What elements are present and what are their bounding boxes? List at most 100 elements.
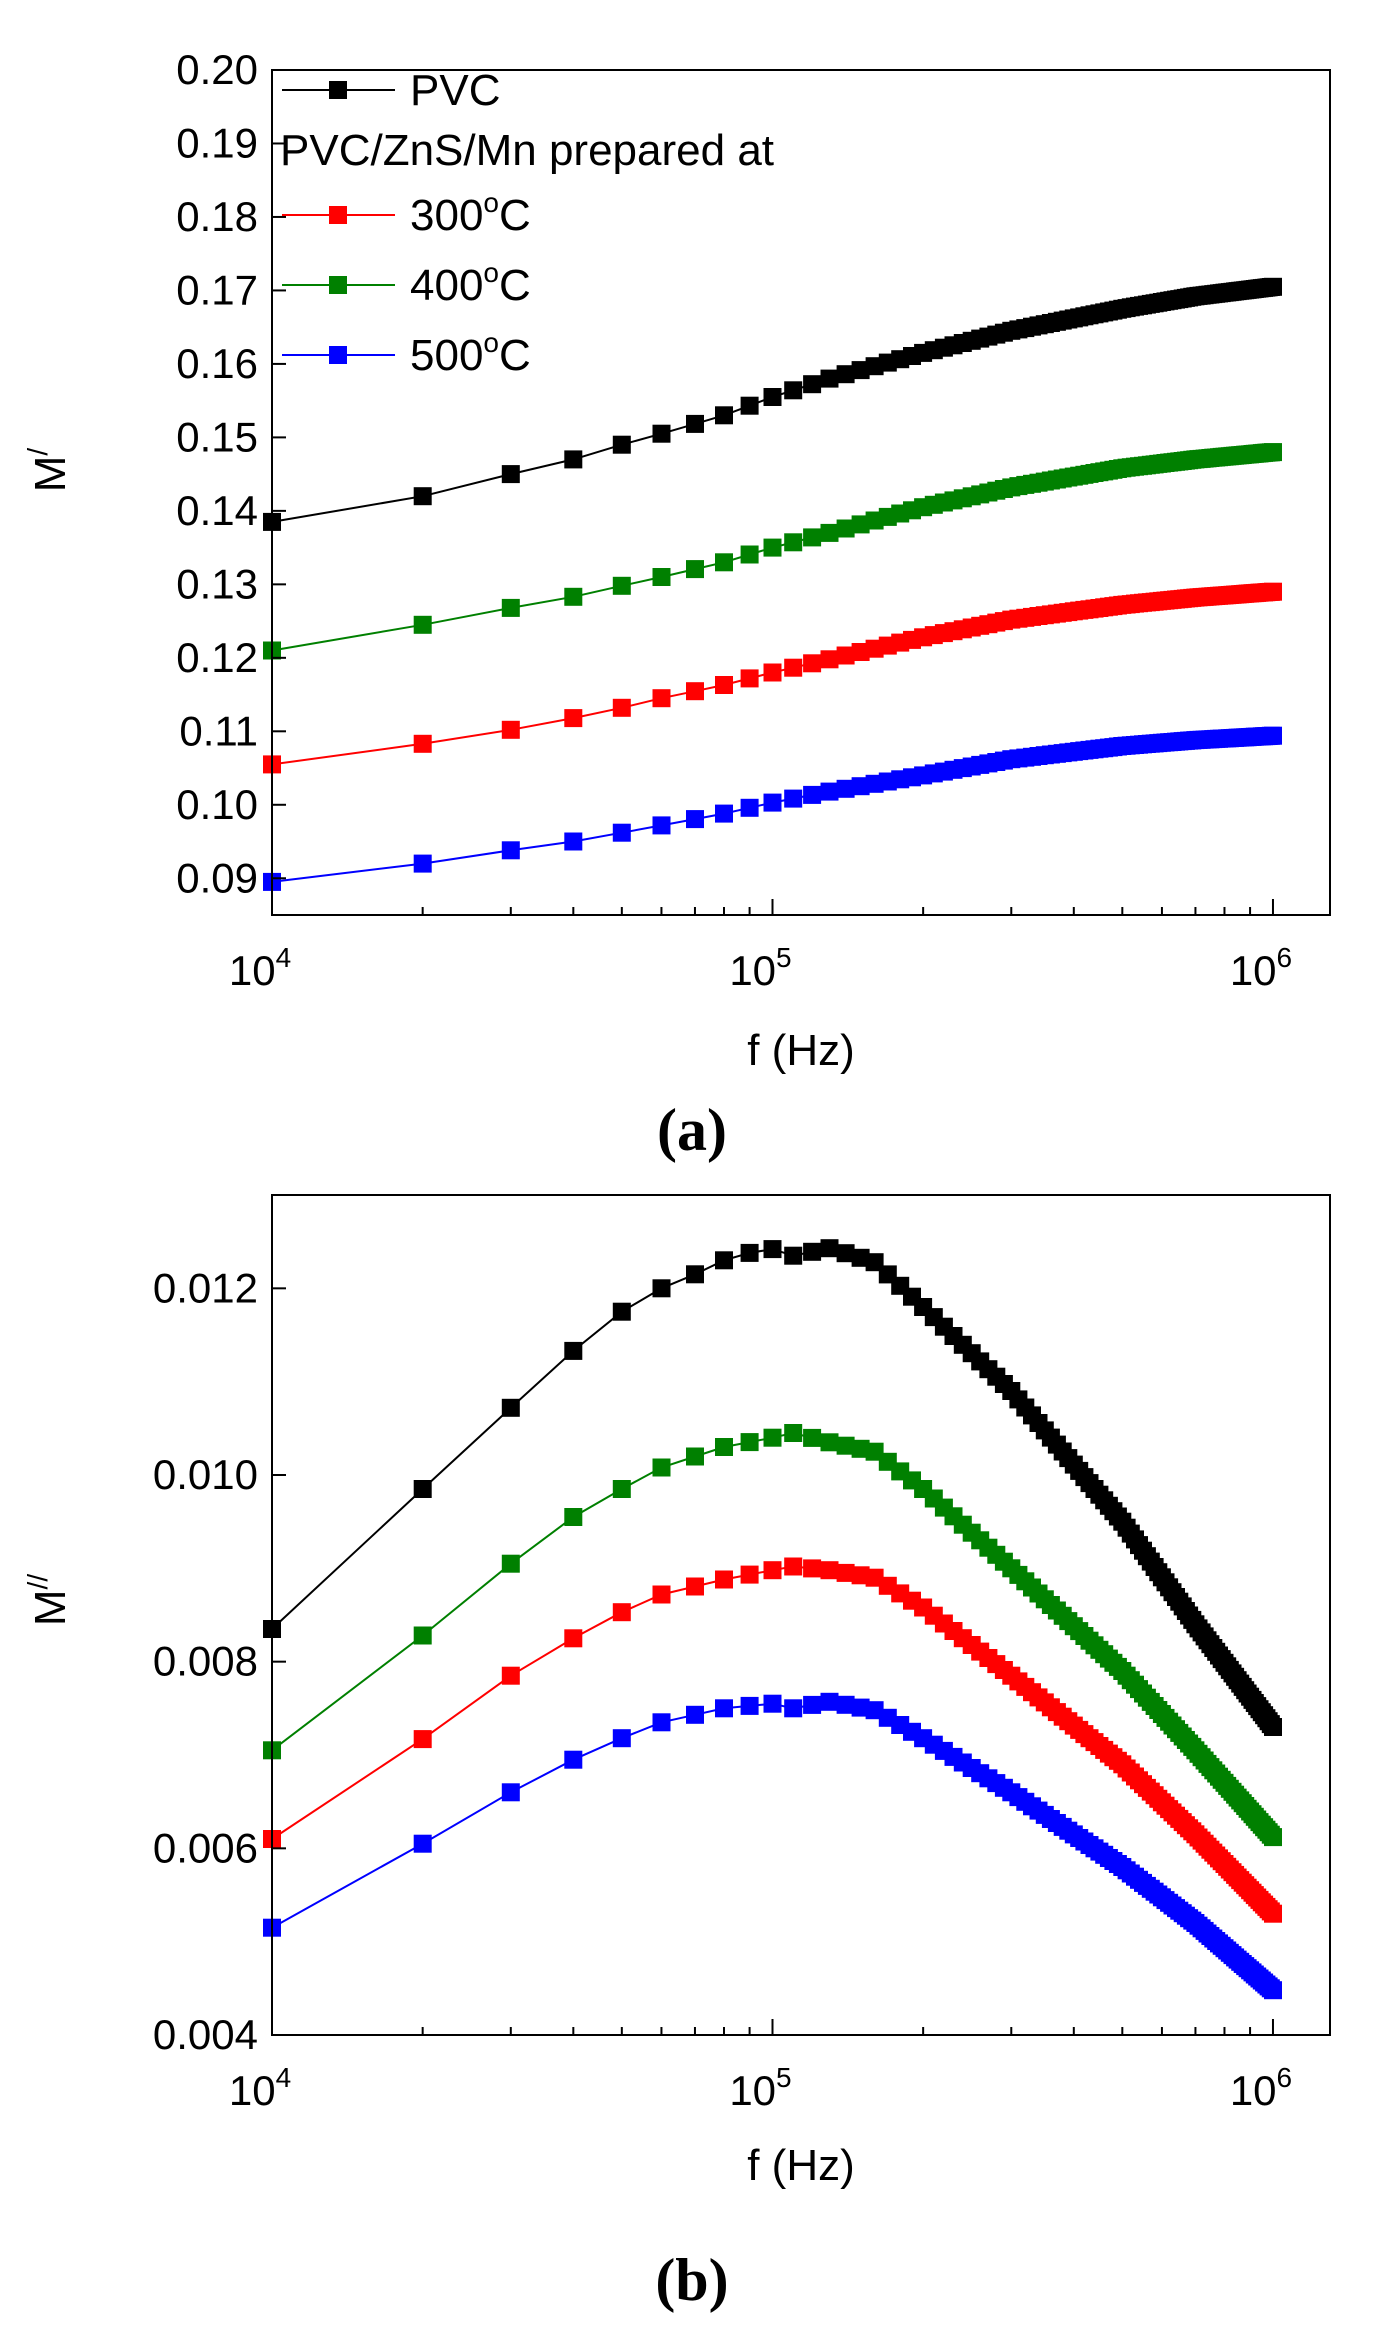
- series-group-b: [263, 1239, 1282, 2000]
- data-point-500: [740, 798, 759, 817]
- data-point-PVC: [564, 450, 583, 469]
- data-point-300: [803, 1559, 822, 1578]
- data-point-PVC: [564, 1341, 583, 1360]
- y-tick-label: 0.18: [176, 193, 258, 240]
- data-point-500: [413, 854, 432, 873]
- panel-label-a: (a): [657, 1097, 727, 1163]
- x-tick-label: 104: [229, 2062, 291, 2114]
- data-point-300: [836, 646, 855, 665]
- x-tick-label: 104: [229, 942, 291, 994]
- legend-label-300: 300oC: [410, 187, 531, 240]
- data-point-500: [413, 1834, 432, 1853]
- y-tick-label: 0.012: [153, 1264, 258, 1311]
- data-point-400: [612, 576, 631, 595]
- data-point-PVC: [740, 396, 759, 415]
- x-axis-label-a: f (Hz): [747, 1026, 855, 1075]
- data-point-500: [501, 1783, 520, 1802]
- data-point-400: [851, 1439, 870, 1458]
- legend-marker-300: [329, 206, 347, 224]
- data-point-PVC: [686, 414, 704, 433]
- data-point-300: [652, 689, 671, 708]
- y-tick-label: 0.14: [176, 487, 258, 534]
- y-tick-label: 0.12: [176, 634, 258, 681]
- data-point-500: [851, 1698, 870, 1717]
- data-point-300: [564, 709, 583, 728]
- panel-label-b: (b): [655, 2247, 728, 2313]
- data-point-500: [820, 782, 839, 801]
- data-point-PVC: [784, 381, 803, 400]
- chart-panel-b: 0.004 0.006 0.008 0.010 0.012 104 105 106 f (H…: [22, 1194, 1331, 2313]
- legend-label-400: 400oC: [410, 257, 531, 310]
- data-point-500: [715, 1699, 733, 1718]
- data-point-500: [564, 1750, 583, 1769]
- y-axis-a: 0.09 0.10 0.11 0.12 0.13 0.14 0.15 0.16 0.17 0.18…: [176, 46, 286, 901]
- data-point-300: [1264, 582, 1282, 601]
- data-point-PVC: [763, 388, 782, 406]
- data-point-300: [784, 1557, 803, 1576]
- data-point-300: [803, 654, 822, 673]
- data-point-PVC: [836, 365, 855, 384]
- data-point-400: [564, 1508, 583, 1526]
- legend-label-PVC: PVC: [410, 66, 500, 115]
- data-point-PVC: [652, 424, 671, 443]
- legend: PVC PVC/ZnS/Mn prepared at 300oC 400oC 500oC: [280, 66, 774, 380]
- data-point-400: [763, 538, 782, 557]
- data-point-300: [686, 1577, 704, 1596]
- x-axis-label-b: f (Hz): [747, 2141, 855, 2190]
- y-axis-label-a: M/: [22, 448, 75, 493]
- data-point-500: [1264, 726, 1282, 745]
- data-point-400: [820, 1433, 839, 1452]
- data-point-400: [652, 1458, 671, 1477]
- data-point-300: [740, 669, 759, 688]
- y-tick-label: 0.010: [153, 1451, 258, 1498]
- data-point-500: [803, 785, 822, 804]
- data-point-300: [686, 682, 704, 701]
- data-point-500: [820, 1692, 839, 1711]
- data-point-400: [784, 533, 803, 552]
- data-point-400: [803, 1428, 822, 1447]
- y-tick-label: 0.20: [176, 46, 258, 93]
- data-point-PVC: [836, 1244, 855, 1263]
- data-point-400: [715, 553, 733, 572]
- y-tick-label: 0.09: [176, 854, 258, 901]
- x-tick-label: 106: [1230, 942, 1292, 994]
- y-tick-label: 0.19: [176, 119, 258, 166]
- data-point-500: [740, 1696, 759, 1715]
- plot-frame-a: [271, 69, 1331, 916]
- data-point-500: [784, 1699, 803, 1718]
- data-point-300: [763, 1561, 782, 1580]
- y-tick-label: 0.004: [153, 2011, 258, 2058]
- data-point-PVC: [413, 1480, 432, 1498]
- data-point-300: [851, 643, 870, 661]
- data-point-500: [763, 1694, 782, 1713]
- data-point-400: [612, 1480, 631, 1498]
- data-point-300: [820, 1561, 839, 1580]
- data-point-PVC: [851, 1248, 870, 1267]
- data-point-300: [740, 1565, 759, 1584]
- data-point-PVC: [784, 1246, 803, 1265]
- data-point-400: [413, 615, 432, 634]
- y-tick-label: 0.17: [176, 266, 258, 313]
- data-point-400: [851, 515, 870, 534]
- series-group-a: [263, 277, 1282, 891]
- y-tick-label: 0.10: [176, 781, 258, 828]
- x-tick-label: 105: [729, 2062, 791, 2114]
- data-point-300: [413, 1730, 432, 1749]
- data-point-500: [803, 1695, 822, 1714]
- data-point-500: [612, 1729, 631, 1748]
- y-tick-label: 0.15: [176, 413, 258, 460]
- data-point-400: [836, 1436, 855, 1455]
- data-point-300: [564, 1629, 583, 1648]
- y-tick-label: 0.006: [153, 1824, 258, 1871]
- data-point-PVC: [740, 1243, 759, 1262]
- data-point-500: [1264, 1981, 1282, 2000]
- data-point-400: [686, 1447, 704, 1466]
- data-point-300: [501, 720, 520, 739]
- data-point-400: [686, 560, 704, 579]
- data-point-500: [652, 816, 671, 835]
- legend-label-500: 500oC: [410, 327, 531, 380]
- legend-marker-500: [329, 346, 347, 364]
- data-point-PVC: [803, 375, 822, 394]
- data-point-400: [652, 568, 671, 586]
